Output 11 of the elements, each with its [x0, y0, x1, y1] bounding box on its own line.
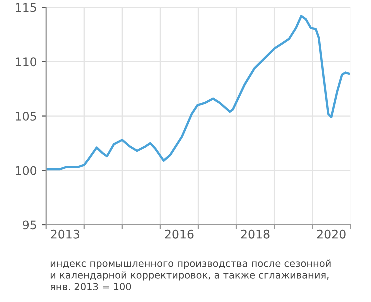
- x-tick-label: 2013: [51, 230, 80, 239]
- x-tick-label: 2018: [241, 230, 270, 239]
- x-tick-label: 2016: [165, 230, 194, 239]
- y-tick-label: 110: [16, 58, 37, 67]
- x-tick-label: 2020: [317, 230, 346, 239]
- line-series: [46, 15, 350, 171]
- text: индекс промышленного производства после сезонной и календарной корректировок, а также сглаживания, янв. 2013 = 100: [50, 260, 331, 290]
- y-tick-label: 105: [16, 112, 36, 121]
- y-tick-label: 115: [16, 3, 36, 12]
- y-tick-label: 100: [16, 166, 37, 176]
- y-tick-label: 95: [23, 220, 36, 230]
